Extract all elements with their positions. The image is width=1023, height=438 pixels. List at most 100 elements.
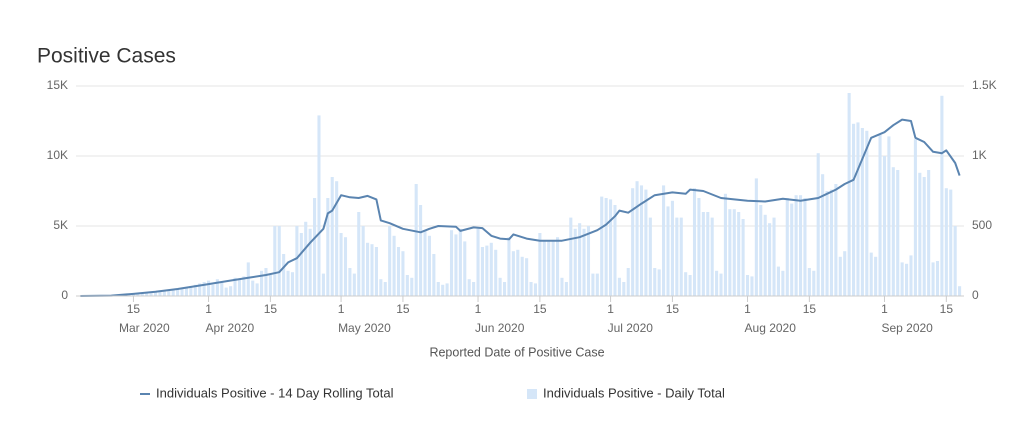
y2-tick-label: 1.5K bbox=[972, 78, 997, 92]
bar bbox=[569, 217, 573, 296]
bar bbox=[706, 212, 710, 296]
bar bbox=[874, 256, 878, 296]
bar bbox=[299, 233, 303, 296]
bar bbox=[449, 230, 454, 296]
chart-title: Positive Cases bbox=[37, 45, 176, 68]
bar bbox=[277, 226, 281, 296]
bar bbox=[759, 205, 763, 296]
x-tick-label: 1 bbox=[744, 302, 751, 316]
bar bbox=[944, 188, 948, 296]
bar bbox=[772, 217, 776, 296]
bar bbox=[860, 128, 864, 296]
bar bbox=[556, 237, 560, 296]
bar bbox=[798, 195, 803, 296]
bar bbox=[313, 198, 317, 296]
bar bbox=[918, 172, 922, 296]
bar bbox=[644, 189, 648, 296]
bar bbox=[268, 275, 272, 296]
line bbox=[80, 118, 961, 297]
y-tick-label: 0 bbox=[61, 288, 68, 302]
bar bbox=[290, 272, 295, 296]
bar bbox=[458, 228, 462, 296]
x-tick-label: 1 bbox=[881, 302, 888, 316]
bar bbox=[622, 282, 626, 296]
bar bbox=[913, 139, 917, 296]
bar bbox=[529, 282, 533, 296]
bar bbox=[445, 283, 449, 296]
bar bbox=[282, 254, 286, 296]
bar bbox=[361, 226, 365, 296]
bar bbox=[136, 294, 140, 296]
bar bbox=[794, 195, 798, 296]
bar bbox=[812, 270, 816, 296]
bar bbox=[662, 185, 666, 296]
bar bbox=[180, 288, 184, 296]
x-axis-title: Reported Date of Positive Case bbox=[429, 345, 604, 359]
bar bbox=[220, 282, 224, 296]
bar bbox=[176, 289, 180, 296]
bar bbox=[237, 279, 242, 296]
bar bbox=[414, 184, 418, 296]
y-tick-label: 10K bbox=[47, 148, 68, 162]
bar bbox=[878, 135, 882, 296]
bar bbox=[343, 237, 348, 296]
bar bbox=[286, 270, 290, 296]
bar bbox=[374, 247, 378, 296]
bar bbox=[626, 268, 630, 296]
bar bbox=[816, 153, 820, 296]
bar bbox=[728, 209, 732, 296]
bar bbox=[896, 170, 900, 296]
bar bbox=[405, 275, 409, 296]
bar bbox=[547, 241, 551, 296]
bar bbox=[542, 240, 546, 296]
bar bbox=[560, 277, 564, 296]
bar bbox=[710, 217, 714, 296]
bar bbox=[604, 198, 608, 296]
bar bbox=[502, 282, 507, 296]
bar bbox=[533, 283, 538, 296]
bar bbox=[838, 256, 842, 296]
y2-tick-label: 1K bbox=[972, 148, 987, 162]
bar bbox=[131, 294, 135, 296]
bar bbox=[193, 284, 197, 296]
bar bbox=[357, 212, 361, 296]
bar bbox=[922, 177, 926, 296]
y2-tick-label: 500 bbox=[972, 218, 992, 232]
bar bbox=[498, 277, 502, 296]
x-tick-label: 1 bbox=[475, 302, 482, 316]
x-tick-label: 1 bbox=[205, 302, 212, 316]
bar bbox=[763, 214, 767, 296]
bar bbox=[591, 273, 595, 296]
bar bbox=[869, 252, 873, 296]
x-tick-label: 15 bbox=[940, 302, 954, 316]
bar bbox=[158, 291, 162, 296]
bar bbox=[675, 217, 679, 296]
bar bbox=[436, 282, 440, 296]
bar bbox=[127, 294, 131, 296]
bar bbox=[224, 287, 228, 296]
bar bbox=[419, 205, 423, 296]
bar bbox=[852, 123, 856, 296]
x-tick-label: 15 bbox=[533, 302, 547, 316]
bar bbox=[750, 276, 754, 296]
bar bbox=[485, 245, 489, 296]
bar bbox=[657, 269, 661, 296]
bar bbox=[352, 273, 356, 296]
bar bbox=[392, 235, 396, 296]
bar bbox=[847, 93, 851, 296]
bar bbox=[480, 247, 484, 296]
y2-tick-label: 0 bbox=[972, 288, 979, 302]
bar bbox=[573, 228, 577, 296]
bar bbox=[410, 277, 414, 296]
bar bbox=[697, 198, 701, 296]
bar bbox=[206, 280, 211, 296]
bar bbox=[865, 130, 869, 296]
bar bbox=[807, 268, 811, 296]
bar bbox=[741, 219, 745, 296]
bar bbox=[834, 184, 838, 296]
bar bbox=[379, 279, 383, 296]
bar bbox=[507, 237, 511, 296]
bar bbox=[511, 251, 515, 296]
bar bbox=[551, 240, 555, 296]
